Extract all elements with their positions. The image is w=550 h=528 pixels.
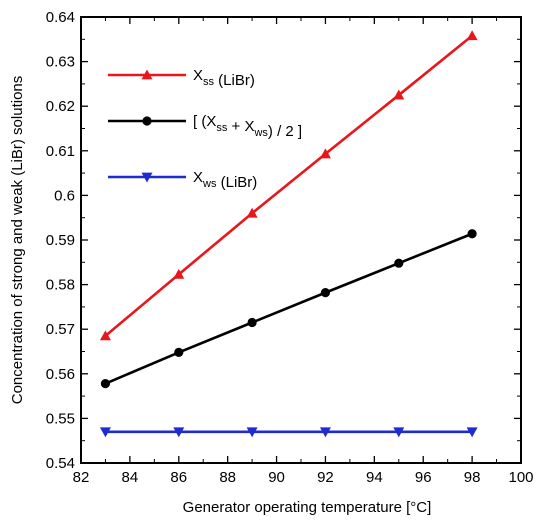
- x-tick-label: 92: [317, 469, 334, 486]
- legend-text-part: (LiBr): [214, 72, 255, 89]
- legend-label-xss: Xss (LiBr): [193, 67, 255, 89]
- y-tick-label: 0.58: [46, 277, 75, 294]
- x-axis-title: Generator operating temperature [°C]: [183, 499, 432, 516]
- data-point-xws: [173, 427, 185, 438]
- x-tick-label: 96: [415, 469, 432, 486]
- legend-text-part: X: [193, 169, 203, 186]
- series-line-avg: [104, 232, 473, 385]
- series-layer: [99, 30, 478, 438]
- legend-subscript: ss: [216, 122, 228, 134]
- data-point-xss: [393, 89, 405, 100]
- x-tick-label: 84: [122, 469, 139, 486]
- y-tick-label: 0.64: [46, 9, 75, 26]
- legend-subscript: ss: [203, 76, 215, 88]
- y-tick-label: 0.59: [46, 232, 75, 249]
- legend-label-avg: [ (Xss + Xws) / 2 ]: [193, 113, 302, 140]
- y-tick-label: 0.54: [46, 455, 75, 472]
- legend: Xss (LiBr)[ (Xss + Xws) / 2 ]Xws (LiBr): [108, 67, 302, 191]
- series-line-xss: [104, 34, 473, 337]
- data-point-avg: [174, 347, 184, 357]
- y-tick-label: 0.62: [46, 98, 75, 115]
- data-point-xss: [466, 30, 478, 41]
- data-point-xws: [466, 427, 478, 438]
- data-point-xws: [319, 427, 331, 438]
- legend-text-part: ) / 2 ]: [268, 123, 302, 140]
- y-axis-title: Concentration of strong and weak (LiBr) …: [9, 76, 26, 405]
- legend-label-xws: Xws (LiBr): [193, 169, 257, 191]
- x-tick-label: 100: [508, 469, 533, 486]
- data-point-xss: [173, 268, 185, 279]
- legend-marker-avg: [142, 116, 152, 126]
- data-point-avg: [467, 229, 477, 239]
- data-point-avg: [394, 258, 404, 268]
- y-tick-label: 0.55: [46, 410, 75, 427]
- data-point-xws: [393, 427, 405, 438]
- data-point-xss: [99, 330, 111, 341]
- legend-text-part: X: [193, 67, 203, 84]
- legend-text-part: + X: [227, 118, 254, 135]
- y-tick-label: 0.61: [46, 143, 75, 160]
- y-tick-label: 0.56: [46, 366, 75, 383]
- legend-subscript: ws: [202, 178, 217, 190]
- x-tick-label: 94: [366, 469, 383, 486]
- legend-marker-xws: [141, 172, 153, 183]
- legend-text-part: (LiBr): [216, 174, 257, 191]
- data-point-avg: [247, 317, 257, 328]
- data-point-xws: [246, 427, 258, 438]
- legend-text-part: [ (X: [193, 113, 216, 130]
- legend-subscript: ws: [253, 127, 268, 139]
- legend-marker-xss: [141, 69, 153, 80]
- y-tick-label: 0.57: [46, 321, 75, 338]
- y-tick-label: 0.63: [46, 54, 75, 71]
- x-tick-label: 90: [268, 469, 285, 486]
- data-point-xss: [246, 207, 258, 218]
- x-tick-label: 88: [219, 469, 236, 486]
- data-point-xss: [319, 148, 331, 159]
- data-point-avg: [100, 379, 111, 389]
- x-tick-label: 98: [464, 469, 481, 486]
- data-point-avg: [320, 288, 331, 298]
- data-point-xws: [99, 427, 111, 438]
- x-tick-label: 86: [170, 469, 187, 486]
- x-tick-label: 82: [73, 469, 90, 486]
- axis-ticks: 82 84 86 88 90 92 94 96 98 100 0.54 0.55 0.56 0.57 0.5…: [46, 9, 534, 486]
- y-tick-label: 0.6: [54, 187, 75, 204]
